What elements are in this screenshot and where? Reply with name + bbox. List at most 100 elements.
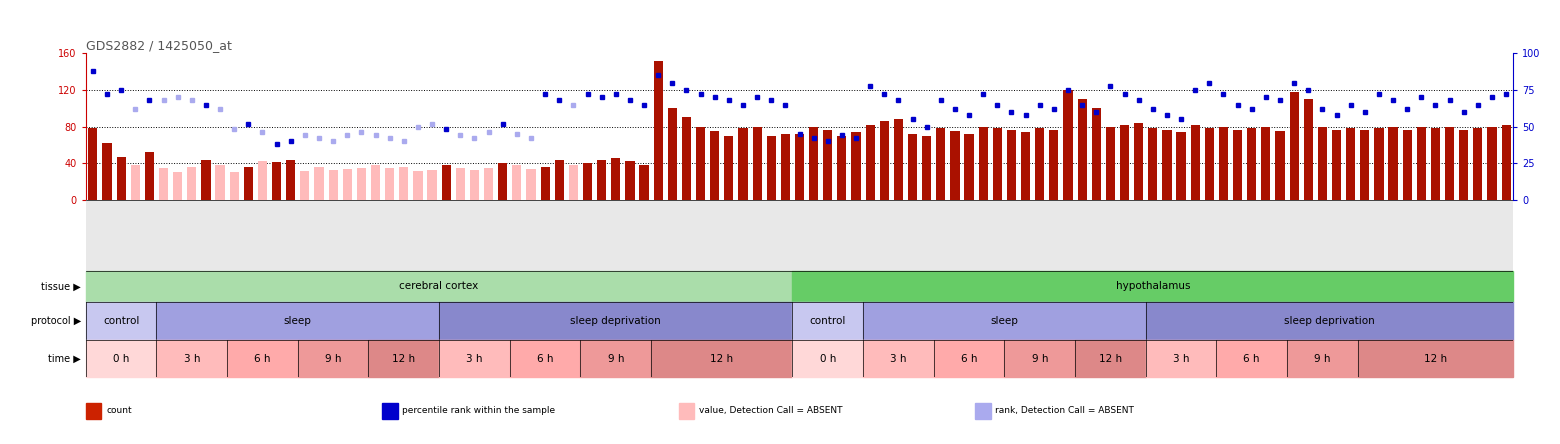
Bar: [597, 159, 607, 200]
Bar: [738, 128, 747, 200]
Bar: [131, 165, 140, 200]
Bar: [173, 172, 183, 200]
Bar: [1050, 130, 1059, 200]
Bar: [682, 117, 691, 200]
Bar: [1145, 340, 1217, 377]
Bar: [1106, 127, 1115, 200]
Text: count: count: [106, 406, 131, 415]
Text: 9 h: 9 h: [1031, 353, 1048, 364]
Bar: [1473, 128, 1482, 200]
Bar: [413, 171, 423, 200]
Bar: [86, 340, 156, 377]
Bar: [936, 128, 945, 200]
Bar: [329, 170, 337, 200]
Text: sleep deprivation: sleep deprivation: [571, 316, 661, 326]
Bar: [964, 134, 973, 200]
Bar: [1502, 125, 1510, 200]
Bar: [1262, 127, 1270, 200]
Text: control: control: [810, 316, 846, 326]
Bar: [1487, 127, 1496, 200]
Text: sleep deprivation: sleep deprivation: [1284, 316, 1374, 326]
Bar: [1145, 302, 1513, 340]
Bar: [908, 134, 917, 200]
Bar: [1346, 128, 1356, 200]
Text: value, Detection Call = ABSENT: value, Detection Call = ABSENT: [699, 406, 842, 415]
Bar: [880, 121, 889, 200]
Text: rank, Detection Call = ABSENT: rank, Detection Call = ABSENT: [995, 406, 1134, 415]
Bar: [580, 340, 651, 377]
Bar: [651, 340, 792, 377]
Bar: [696, 127, 705, 200]
Text: 3 h: 3 h: [891, 353, 906, 364]
Bar: [156, 302, 438, 340]
Bar: [1402, 130, 1412, 200]
Text: 3 h: 3 h: [1173, 353, 1189, 364]
Bar: [863, 340, 934, 377]
Bar: [583, 163, 593, 200]
Text: 12 h: 12 h: [710, 353, 733, 364]
Bar: [187, 167, 197, 200]
Text: tissue ▶: tissue ▶: [42, 281, 81, 291]
Bar: [866, 125, 875, 200]
Bar: [1276, 131, 1284, 200]
Bar: [1092, 108, 1101, 200]
Bar: [1388, 127, 1398, 200]
Bar: [766, 136, 775, 200]
Bar: [1357, 340, 1513, 377]
Bar: [668, 108, 677, 200]
Bar: [1246, 128, 1256, 200]
Bar: [385, 168, 395, 200]
Text: 0 h: 0 h: [112, 353, 129, 364]
Bar: [1075, 340, 1145, 377]
Text: 6 h: 6 h: [1243, 353, 1260, 364]
Bar: [1290, 92, 1299, 200]
Bar: [569, 165, 577, 200]
Bar: [796, 134, 803, 200]
Bar: [1176, 132, 1186, 200]
Bar: [215, 165, 225, 200]
Bar: [1120, 125, 1129, 200]
Bar: [156, 340, 228, 377]
Bar: [343, 169, 353, 200]
Bar: [300, 171, 309, 200]
Bar: [863, 302, 1145, 340]
Bar: [1459, 130, 1468, 200]
Text: 12 h: 12 h: [392, 353, 415, 364]
Text: 9 h: 9 h: [1314, 353, 1331, 364]
Bar: [1190, 125, 1200, 200]
Bar: [1005, 340, 1075, 377]
Bar: [512, 165, 521, 200]
Bar: [1332, 130, 1342, 200]
Bar: [922, 136, 931, 200]
Bar: [1360, 130, 1370, 200]
Bar: [1416, 127, 1426, 200]
Bar: [1431, 128, 1440, 200]
Text: 3 h: 3 h: [184, 353, 200, 364]
Bar: [1036, 128, 1044, 200]
Bar: [1318, 127, 1328, 200]
Bar: [1218, 127, 1228, 200]
Bar: [810, 127, 819, 200]
Bar: [1006, 130, 1016, 200]
Bar: [792, 271, 1513, 302]
Bar: [229, 172, 239, 200]
Bar: [710, 131, 719, 200]
Bar: [950, 131, 959, 200]
Bar: [792, 340, 863, 377]
Bar: [484, 168, 493, 200]
Bar: [1217, 340, 1287, 377]
Bar: [1204, 128, 1214, 200]
Bar: [510, 340, 580, 377]
Text: percentile rank within the sample: percentile rank within the sample: [402, 406, 555, 415]
Text: sleep: sleep: [991, 316, 1019, 326]
Bar: [1304, 99, 1314, 200]
Bar: [1148, 128, 1158, 200]
Bar: [117, 157, 126, 200]
Bar: [1162, 130, 1172, 200]
Bar: [89, 128, 97, 200]
Bar: [228, 340, 298, 377]
Text: protocol ▶: protocol ▶: [31, 316, 81, 326]
Text: time ▶: time ▶: [48, 353, 81, 364]
Text: cerebral cortex: cerebral cortex: [399, 281, 479, 291]
Bar: [441, 165, 451, 200]
